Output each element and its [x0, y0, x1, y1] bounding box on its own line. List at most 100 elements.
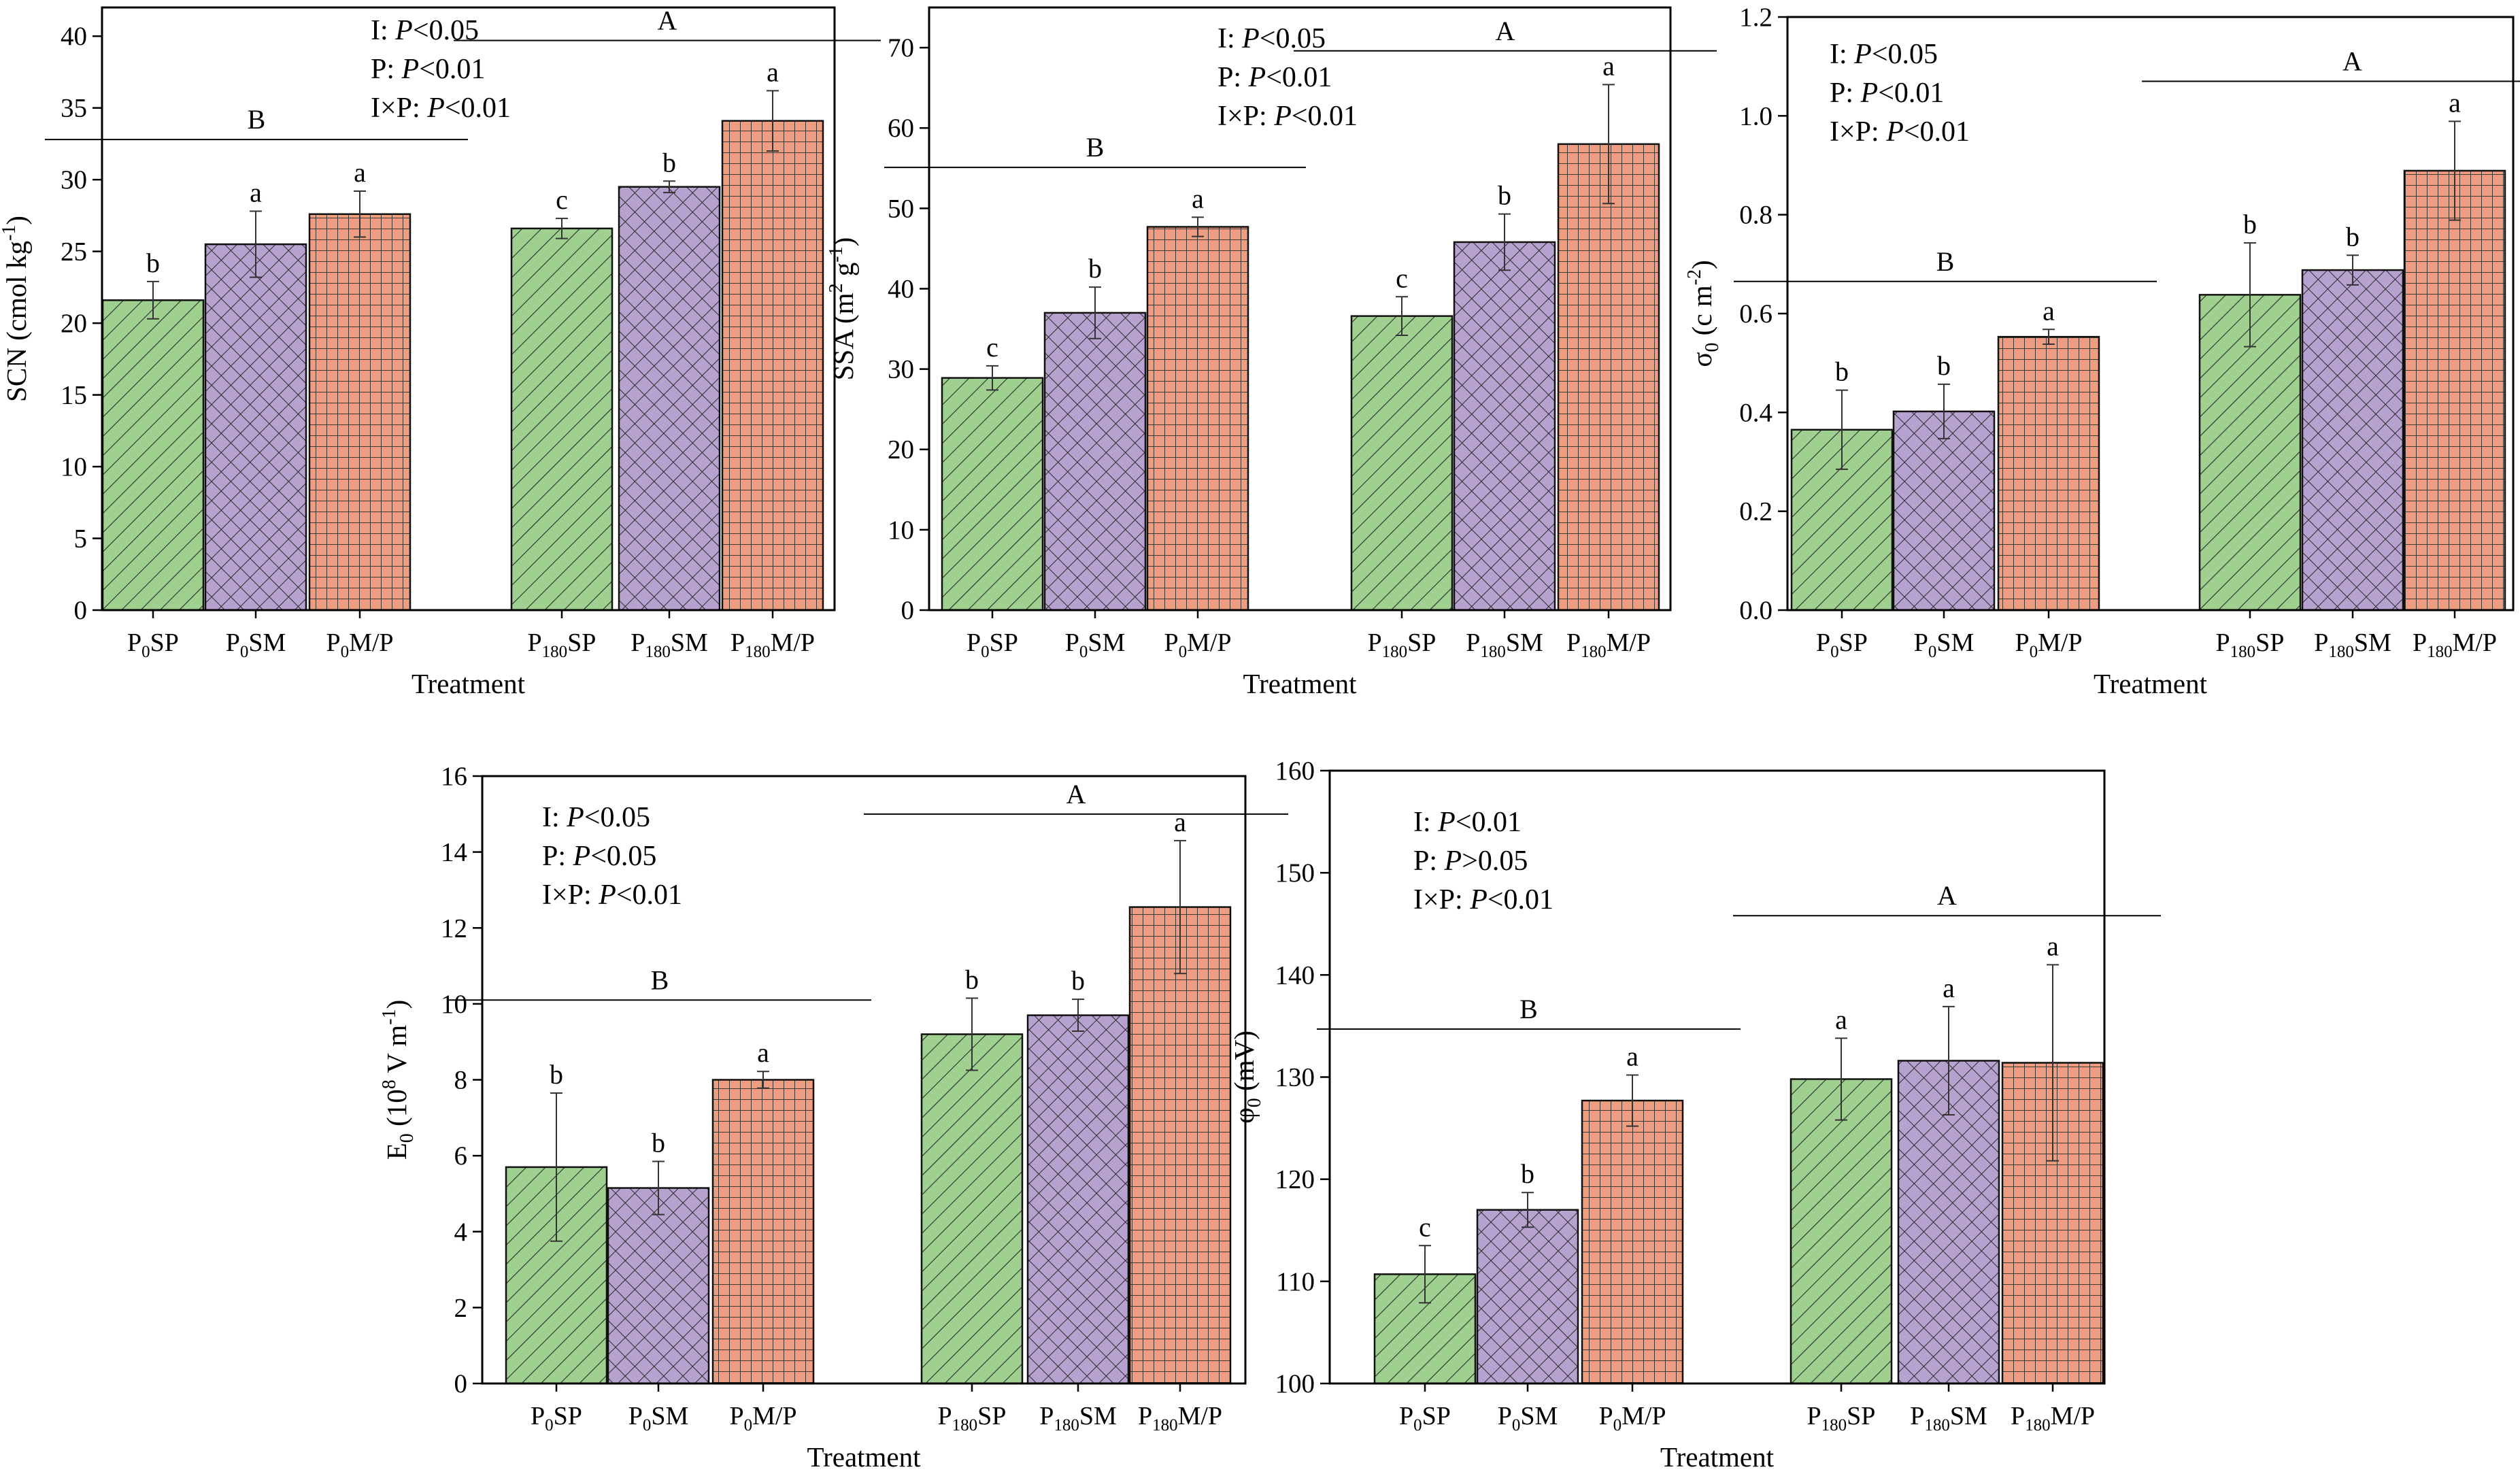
- significance-letter-p180sm: b: [1498, 180, 1511, 211]
- stats-line: I: P<0.05: [1830, 39, 1938, 70]
- error-bar-p180sp: [556, 218, 568, 239]
- significance-letter-p0sp: b: [146, 248, 160, 278]
- stats-line: I×P: P<0.01: [1217, 101, 1358, 132]
- stats-line: P: P<0.01: [1830, 78, 1944, 109]
- stats-line: P: P<0.01: [371, 54, 485, 85]
- y-tick-label: 130: [1275, 1063, 1315, 1092]
- stats-line: P: P>0.05: [1413, 845, 1528, 877]
- bar-p0sm: [204, 243, 307, 611]
- group-label: B: [1519, 994, 1538, 1024]
- x-tick-label-p180sp: P180SP: [2216, 628, 2285, 661]
- bar-p0mp: [1581, 1099, 1684, 1385]
- x-tick-label-p0sp: P0SP: [1816, 628, 1868, 661]
- bar-p180mp: [1128, 906, 1232, 1385]
- bar-p180sp: [920, 1033, 1024, 1385]
- stats-line: I×P: P<0.01: [371, 93, 511, 124]
- x-axis-title: Treatment: [1243, 668, 1357, 699]
- bar-p180sm: [1453, 241, 1556, 611]
- x-tick-label-p0mp: P0M/P: [1164, 628, 1231, 661]
- error-bar-p0sm: [1938, 383, 1950, 439]
- x-tick-label-p180sp: P180SP: [1368, 628, 1437, 661]
- significance-letter-p180sp: c: [556, 184, 568, 215]
- y-tick-label: 0.4: [1739, 398, 1773, 427]
- group-A: A: [1294, 16, 1717, 52]
- error-bar-p180sp: [966, 997, 978, 1071]
- error-bar-p0sm: [250, 210, 262, 278]
- stats-line: P: P<0.05: [542, 841, 656, 872]
- bar-p0sm: [607, 1187, 710, 1385]
- error-bar-p0sm: [1522, 1192, 1534, 1228]
- x-tick-label-p0mp: P0M/P: [1598, 1402, 1666, 1435]
- group-A: A: [2142, 46, 2520, 82]
- significance-letter-p0mp: a: [1626, 1041, 1639, 1071]
- significance-letter-p180mp: a: [1174, 807, 1186, 837]
- y-tick-label: 140: [1275, 960, 1315, 990]
- y-tick-label: 15: [61, 381, 87, 410]
- significance-letter-p180sm: b: [2346, 221, 2359, 252]
- error-bar-p0sm: [652, 1160, 665, 1215]
- significance-letter-p180sm: b: [1071, 965, 1085, 996]
- x-tick-label-p0sm: P0SM: [1065, 628, 1126, 661]
- x-tick-label-p180sm: P180SM: [631, 628, 708, 661]
- y-axis-title: E0 (108 V m-1): [379, 1000, 418, 1160]
- y-tick-label: 0: [901, 596, 915, 625]
- significance-letter-p180sp: b: [965, 965, 979, 995]
- group-B: B: [1317, 994, 1741, 1030]
- error-bar-p180mp: [1174, 839, 1186, 975]
- x-tick-label-p180sp: P180SP: [528, 628, 597, 661]
- x-tick-label-p0sm: P0SM: [1498, 1402, 1558, 1435]
- y-tick-label: 1.0: [1739, 101, 1773, 131]
- y-tick-label: 0.6: [1739, 299, 1773, 329]
- x-tick-label-p180sm: P180SM: [1039, 1402, 1117, 1435]
- error-bar-p0mp: [354, 190, 366, 238]
- chart-ssa: c P0SP b P0SM a P0M/P c P180SP b P180SM a P180M/P 0 1…: [826, 6, 1717, 699]
- x-tick-label-p180sp: P180SP: [1807, 1402, 1876, 1435]
- group-B: B: [45, 104, 468, 141]
- bar-p180mp: [721, 120, 824, 611]
- x-tick-label-p180mp: P180M/P: [2011, 1402, 2095, 1435]
- x-tick-label-p180sm: P180SM: [1466, 628, 1543, 661]
- error-bar-p0mp: [1626, 1074, 1639, 1127]
- bar-p180sp: [510, 227, 614, 611]
- y-tick-label: 14: [441, 838, 467, 867]
- error-bar-p0sp: [986, 365, 998, 391]
- x-axis-title: Treatment: [2094, 668, 2208, 699]
- group-label: A: [1496, 16, 1515, 46]
- x-tick-label-p0mp: P0M/P: [326, 628, 393, 661]
- bar-p0sp: [101, 299, 205, 611]
- significance-letter-p0mp: a: [2043, 295, 2055, 326]
- bar-p180sm: [1026, 1014, 1130, 1385]
- y-tick-label: 8: [454, 1066, 468, 1095]
- error-bar-p180mp: [1602, 84, 1615, 205]
- bar-p180mp: [2403, 169, 2506, 611]
- group-label: A: [2342, 46, 2362, 76]
- bar-p180sp: [1350, 315, 1454, 611]
- y-tick-label: 150: [1275, 858, 1315, 888]
- bar-p0sm: [1476, 1209, 1579, 1385]
- significance-letter-p0sm: b: [1088, 253, 1102, 284]
- significance-letter-p180mp: a: [2047, 930, 2059, 961]
- stats-line: I: P<0.01: [1413, 807, 1522, 838]
- x-tick-label-p0sp: P0SP: [531, 1402, 582, 1435]
- group-A: A: [454, 5, 881, 41]
- error-bar-p180sm: [2347, 254, 2359, 286]
- x-tick-label-p180mp: P180M/P: [2413, 628, 2497, 661]
- y-tick-label: 4: [454, 1218, 468, 1247]
- stats-line: I: P<0.05: [1217, 23, 1326, 54]
- significance-letter-p0sm: b: [1937, 350, 1951, 381]
- y-tick-label: 70: [888, 33, 914, 63]
- group-label: B: [248, 104, 266, 135]
- group-B: B: [884, 132, 1306, 169]
- significance-letter-p180mp: a: [2449, 87, 2461, 118]
- significance-letter-p0sp: c: [1419, 1211, 1431, 1242]
- group-A: A: [1733, 880, 2161, 917]
- y-tick-label: 110: [1276, 1267, 1315, 1296]
- y-tick-label: 10: [888, 516, 914, 545]
- y-tick-label: 50: [888, 194, 914, 223]
- significance-letter-p0sp: b: [550, 1059, 563, 1090]
- y-axis-title: SSA (m2 g-1): [826, 237, 859, 380]
- significance-letter-p180sm: b: [662, 147, 676, 178]
- group-B: B: [448, 965, 871, 1001]
- stats-line: I×P: P<0.01: [1413, 884, 1553, 916]
